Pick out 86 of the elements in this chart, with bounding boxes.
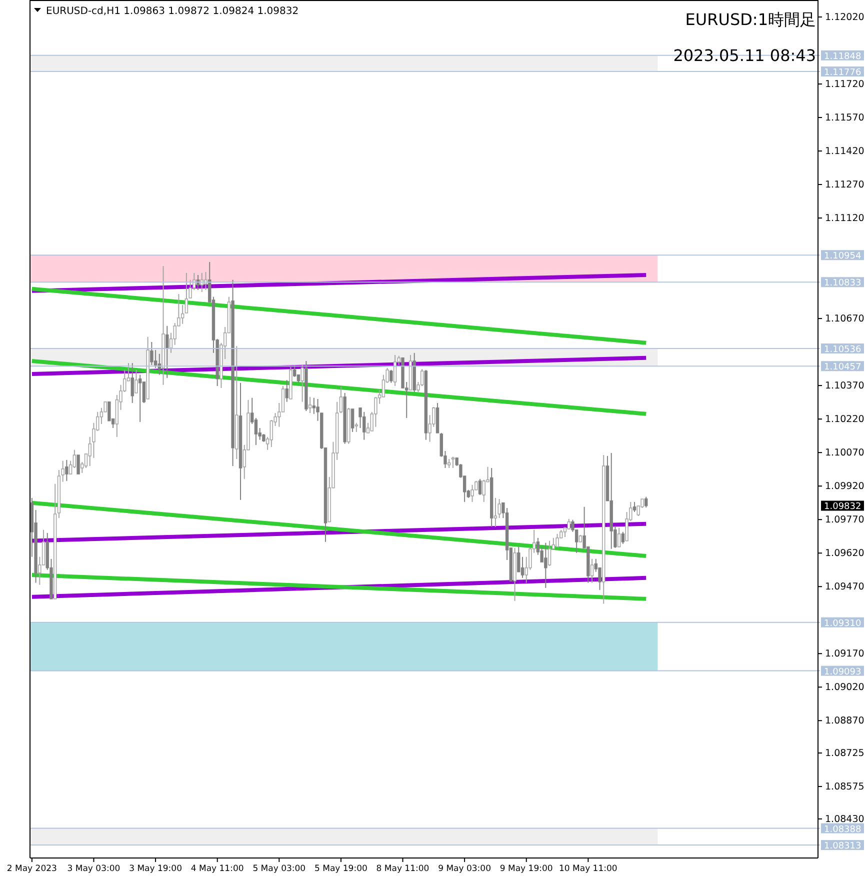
candlestick xyxy=(308,396,312,414)
y-tick-label: 1.11720 xyxy=(825,78,864,90)
candlestick xyxy=(362,411,366,440)
candlestick xyxy=(556,533,559,548)
y-tick-label: 1.10220 xyxy=(825,414,864,426)
candlestick xyxy=(544,542,548,588)
x-tick-label: 5 May 19:00 xyxy=(314,864,368,874)
candlestick xyxy=(138,374,142,422)
candlestick xyxy=(548,540,552,566)
y-tick-label: 1.08430 xyxy=(825,814,864,825)
ref-line-label: 1.09310 xyxy=(824,618,862,629)
y-tick-label: 1.12020 xyxy=(825,12,864,23)
candlestick xyxy=(65,459,68,482)
ref-line-label: 1.10833 xyxy=(824,278,862,289)
candlestick xyxy=(154,350,158,368)
candlestick xyxy=(184,272,188,314)
text: 2023.05.11 08:43 xyxy=(673,46,816,65)
candlestick xyxy=(590,558,594,584)
y-tick-label: 1.10370 xyxy=(825,380,864,392)
candlestick xyxy=(478,478,482,496)
x-tick-label: 2 May 2023 xyxy=(6,864,57,874)
candlestick xyxy=(390,369,393,384)
candlestick xyxy=(517,546,520,572)
ref-line-label: 1.10954 xyxy=(824,252,862,262)
x-tick-label: 9 May 03:00 xyxy=(438,864,492,874)
candlestick xyxy=(134,369,138,394)
candlestick xyxy=(300,364,304,402)
text: EURUSD:1時間足 xyxy=(685,10,816,29)
ref-line-label: 1.11776 xyxy=(824,68,862,78)
y-tick-label: 1.09620 xyxy=(825,548,864,560)
annotation: EURUSD-cd,H1 1.09863 1.09872 1.09824 1.09832 xyxy=(46,6,299,17)
ref-line-label: 1.08388 xyxy=(824,824,862,835)
candlestick xyxy=(482,479,486,502)
ref-line-label: 1.10536 xyxy=(824,344,862,355)
candlestick xyxy=(166,325,169,378)
candlestick xyxy=(270,419,274,448)
candlestick xyxy=(644,496,648,508)
candlestick xyxy=(108,401,111,422)
ref-line-label: 1.11848 xyxy=(824,52,862,62)
x-tick-label: 9 May 19:00 xyxy=(500,864,553,874)
candlestick xyxy=(180,304,184,324)
candlestick xyxy=(393,354,397,386)
candlestick xyxy=(632,501,636,512)
candlestick xyxy=(617,527,621,548)
x-tick-label: 4 May 11:00 xyxy=(190,864,244,874)
candlestick xyxy=(130,362,134,404)
candlestick xyxy=(354,422,358,433)
text: 1.09832 xyxy=(824,502,862,512)
candlestick xyxy=(76,454,80,474)
y-tick-label: 1.10070 xyxy=(825,448,864,459)
y-tick-label: 1.08725 xyxy=(825,748,864,760)
candlestick xyxy=(293,364,296,378)
x-tick-label: 8 May 11:00 xyxy=(376,864,430,874)
candlestick xyxy=(142,381,146,404)
candlestick xyxy=(470,484,474,502)
y-tick-label: 1.11420 xyxy=(825,146,864,158)
candlestick xyxy=(150,341,154,366)
candlestick xyxy=(520,556,524,578)
y-tick-label: 1.09470 xyxy=(825,582,864,593)
x-tick-label: 3 May 03:00 xyxy=(67,864,120,874)
candlestick xyxy=(567,518,570,530)
candlestick xyxy=(350,408,354,433)
candlestick xyxy=(204,272,208,290)
candlestick xyxy=(420,368,424,386)
y-tick-label: 1.08870 xyxy=(825,716,864,727)
y-tick-label: 1.11570 xyxy=(825,112,864,124)
candlestick xyxy=(621,531,625,544)
y-tick-label: 1.08575 xyxy=(825,782,864,793)
candlestick xyxy=(339,386,343,414)
candlestick xyxy=(285,379,288,402)
y-tick-label: 1.09770 xyxy=(825,514,864,526)
y-tick-label: 1.09020 xyxy=(825,682,864,694)
candlestick xyxy=(451,456,455,468)
x-tick-label: 10 May 11:00 xyxy=(559,864,618,874)
candlestick xyxy=(312,397,316,414)
ref-line-label: 1.08313 xyxy=(824,842,862,852)
x-tick-label: 5 May 03:00 xyxy=(252,864,306,874)
y-tick-label: 1.09170 xyxy=(825,648,864,660)
ref-line-label: 1.09093 xyxy=(824,667,862,678)
y-tick-label: 1.10670 xyxy=(825,314,864,325)
y-tick-label: 1.11270 xyxy=(825,180,864,191)
ref-line-label: 1.10457 xyxy=(824,362,862,373)
x-tick-label: 3 May 19:00 xyxy=(129,864,182,874)
y-tick-label: 1.11120 xyxy=(825,213,864,224)
candlestick xyxy=(494,497,498,528)
y-tick-label: 1.09920 xyxy=(825,481,864,492)
